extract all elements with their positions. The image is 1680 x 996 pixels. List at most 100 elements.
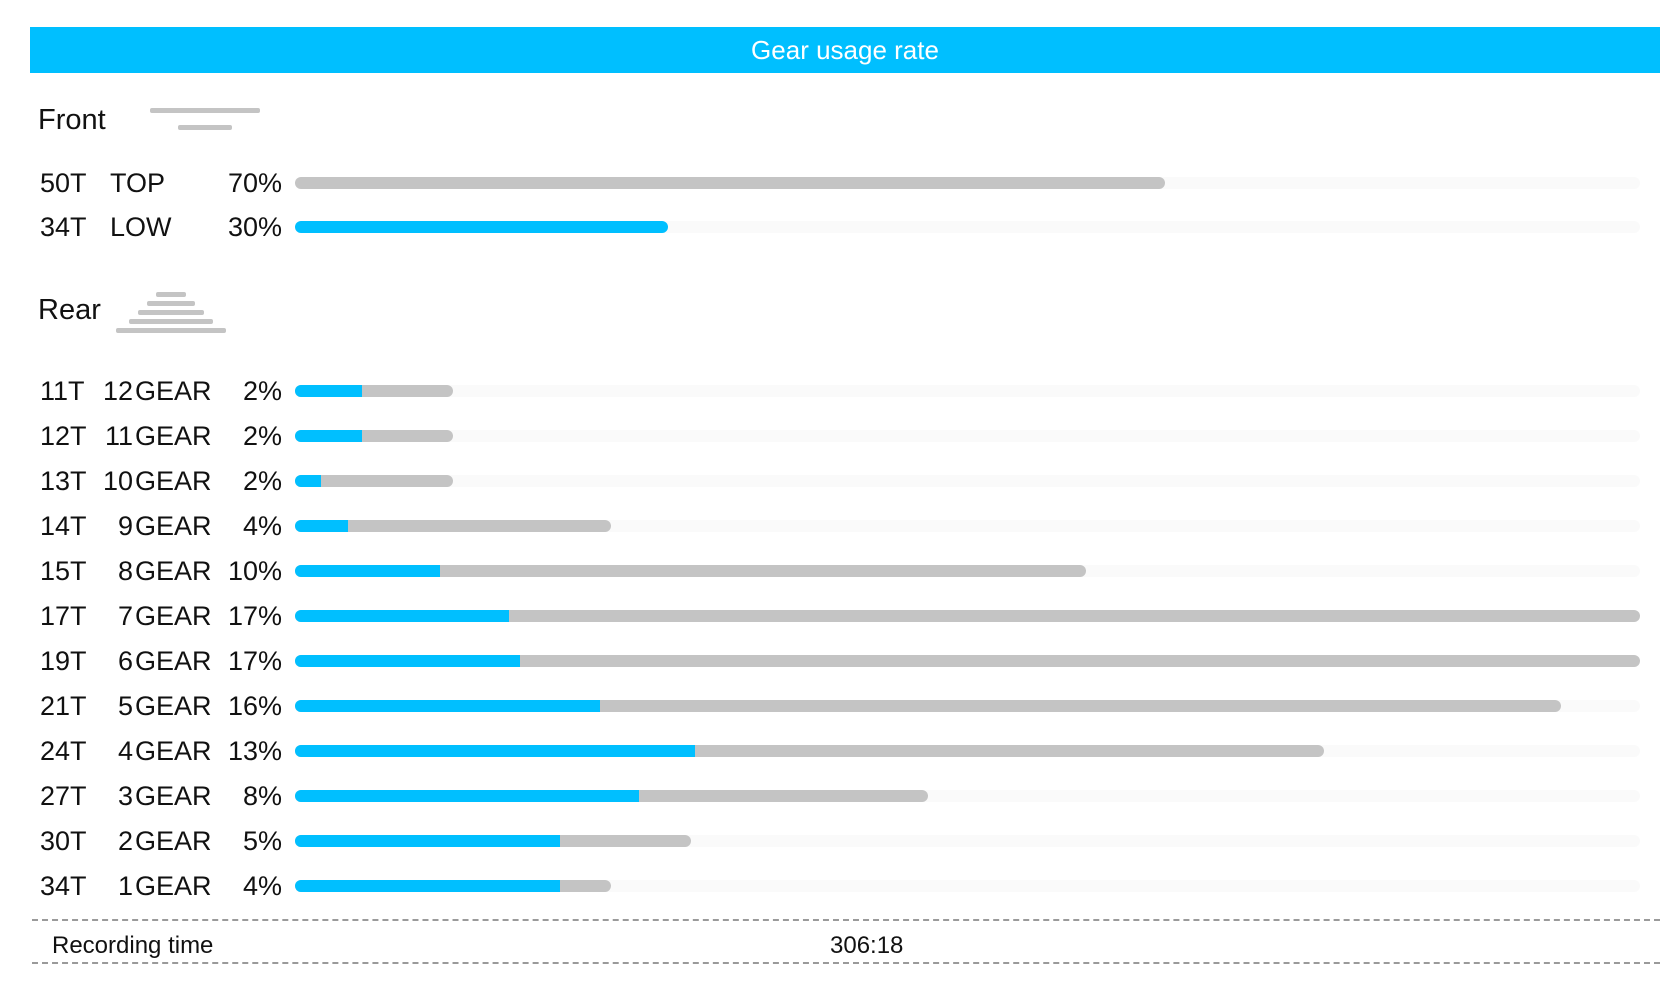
gear-number-label: 4	[117, 736, 133, 766]
gear-percent-label: 13%	[227, 736, 282, 766]
rear-gear-row: 14T 9 GEAR 4%	[0, 506, 1680, 546]
rear-gear-row: 24T 4 GEAR 13%	[0, 731, 1680, 771]
front-gear-row: 50T TOP 70%	[0, 163, 1680, 203]
gear-word-label: GEAR	[135, 691, 212, 721]
gear-word-label: GEAR	[135, 871, 212, 901]
gear-teeth-label: 15T	[40, 556, 87, 586]
bar-track	[295, 475, 1640, 487]
gear-percent-label: 10%	[227, 556, 282, 586]
gear-percent-label: 2%	[242, 466, 282, 496]
gear-number-label: 11	[104, 421, 133, 451]
recording-time-value: 306:18	[830, 932, 904, 959]
gear-number-label: 1	[117, 871, 133, 901]
chart-title-bar: Gear usage rate	[30, 27, 1660, 73]
gear-name-label: TOP	[110, 168, 166, 198]
gear-teeth-label: 27T	[40, 781, 87, 811]
gear-teeth-label: 14T	[40, 511, 87, 541]
chart-title: Gear usage rate	[751, 34, 939, 65]
gear-number-label: 12	[102, 376, 133, 406]
gear-word-label: GEAR	[135, 736, 212, 766]
footer-divider-bottom	[32, 962, 1660, 964]
rear-gear-row: 13T 10 GEAR 2%	[0, 461, 1680, 501]
highlight-bar	[295, 565, 440, 577]
highlight-bar	[295, 430, 363, 442]
gear-teeth-label: 19T	[40, 646, 87, 676]
gear-number-label: 10	[102, 466, 133, 496]
highlight-bar	[295, 655, 521, 667]
gear-word-label: GEAR	[135, 556, 212, 586]
gear-teeth-label: 34T	[40, 212, 87, 242]
gear-percent-label: 2%	[242, 376, 282, 406]
rear-gear-row: 15T 8 GEAR 10%	[0, 551, 1680, 591]
gear-percent-label: 5%	[242, 826, 282, 856]
usage-bar	[295, 610, 1640, 622]
highlight-bar	[295, 700, 600, 712]
gear-name-label: LOW	[110, 212, 172, 242]
gear-number-label: 6	[117, 646, 133, 676]
highlight-bar	[295, 745, 695, 757]
front-gear-row: 34T LOW 30%	[0, 207, 1680, 247]
gear-number-label: 5	[117, 691, 133, 721]
gear-percent-label: 2%	[242, 421, 282, 451]
rear-gear-row: 17T 7 GEAR 17%	[0, 596, 1680, 636]
bar-track	[295, 520, 1640, 532]
gear-percent-label: 16%	[227, 691, 282, 721]
gear-word-label: GEAR	[135, 466, 212, 496]
gear-word-label: GEAR	[135, 376, 212, 406]
highlight-bar	[295, 835, 561, 847]
gear-word-label: GEAR	[135, 511, 212, 541]
gear-percent-label: 8%	[242, 781, 282, 811]
gear-number-label: 9	[117, 511, 133, 541]
gear-word-label: GEAR	[135, 601, 212, 631]
gear-number-label: 7	[117, 601, 133, 631]
gear-teeth-label: 24T	[40, 736, 87, 766]
gear-percent-label: 70%	[227, 168, 282, 198]
rear-gear-row: 21T 5 GEAR 16%	[0, 686, 1680, 726]
bar-track	[295, 385, 1640, 397]
gear-word-label: GEAR	[135, 826, 212, 856]
gear-percent-label: 17%	[227, 601, 282, 631]
gear-number-label: 2	[117, 826, 133, 856]
gear-word-label: GEAR	[135, 646, 212, 676]
highlight-bar	[295, 610, 509, 622]
gear-word-label: GEAR	[135, 421, 212, 451]
front-section-label: Front	[38, 104, 106, 136]
rear-gear-row: 12T 11 GEAR 2%	[0, 416, 1680, 456]
gear-teeth-label: 12T	[40, 421, 87, 451]
usage-bar	[295, 700, 1561, 712]
gear-percent-label: 30%	[227, 212, 282, 242]
gear-teeth-label: 11T	[40, 376, 85, 406]
gear-percent-label: 4%	[242, 871, 282, 901]
gear-teeth-label: 30T	[40, 826, 87, 856]
rear-gear-row: 30T 2 GEAR 5%	[0, 821, 1680, 861]
highlight-bar	[295, 790, 640, 802]
usage-bar	[295, 565, 1087, 577]
usage-bar	[295, 177, 1165, 189]
recording-time-label: Recording time	[52, 932, 214, 959]
gear-teeth-label: 21T	[40, 691, 87, 721]
gear-word-label: GEAR	[135, 781, 212, 811]
gear-percent-label: 17%	[227, 646, 282, 676]
bar-track	[295, 880, 1640, 892]
gear-teeth-label: 50T	[40, 168, 87, 198]
highlight-bar	[295, 475, 322, 487]
gear-number-label: 8	[117, 556, 133, 586]
highlight-bar	[295, 385, 363, 397]
gear-teeth-label: 13T	[40, 466, 87, 496]
usage-bar	[295, 520, 612, 532]
gear-teeth-label: 17T	[40, 601, 87, 631]
rear-gear-row: 34T 1 GEAR 4%	[0, 866, 1680, 906]
highlight-bar	[295, 221, 668, 233]
bar-track	[295, 430, 1640, 442]
highlight-bar	[295, 880, 561, 892]
footer-divider-top	[32, 919, 1660, 921]
gear-teeth-label: 34T	[40, 871, 87, 901]
gear-percent-label: 4%	[242, 511, 282, 541]
gear-number-label: 3	[117, 781, 133, 811]
rear-section-label: Rear	[38, 294, 101, 326]
usage-bar	[295, 475, 454, 487]
rear-gear-row: 27T 3 GEAR 8%	[0, 776, 1680, 816]
rear-gear-row: 11T 12 GEAR 2%	[0, 371, 1680, 411]
rear-gear-row: 19T 6 GEAR 17%	[0, 641, 1680, 681]
usage-bar	[295, 655, 1640, 667]
